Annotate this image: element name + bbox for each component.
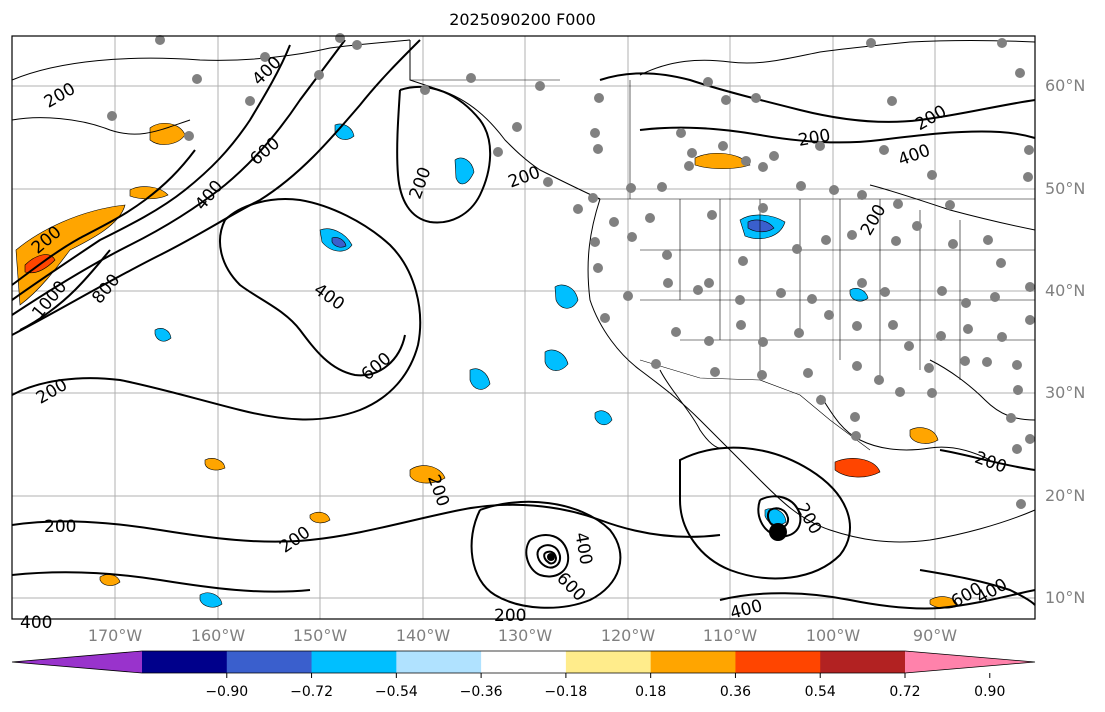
colorbar-tick-label: −0.72 bbox=[290, 684, 333, 700]
colorbar-tick-label: 0.72 bbox=[889, 684, 921, 700]
colorbar bbox=[11, 650, 1036, 678]
colorbar-tick-label: 0.18 bbox=[635, 684, 667, 700]
lat-label: 60°N bbox=[1045, 76, 1086, 95]
cyclone-center-marker bbox=[769, 523, 787, 541]
lon-label: 140°W bbox=[395, 626, 451, 645]
colorbar-segment bbox=[565, 651, 652, 673]
colorbar-segment bbox=[481, 651, 567, 673]
lon-label: 170°W bbox=[87, 626, 143, 645]
filled-field-patches bbox=[15, 122, 959, 609]
contour-label: 200 bbox=[494, 606, 526, 626]
colorbar-tick-label: −0.90 bbox=[205, 684, 249, 700]
station-markers bbox=[107, 33, 1035, 509]
lon-label: 130°W bbox=[497, 626, 553, 645]
lon-label: 160°W bbox=[190, 626, 246, 645]
lon-label: 120°W bbox=[600, 626, 656, 645]
cyclone-center-marker bbox=[547, 553, 555, 561]
contour-lines bbox=[11, 39, 1036, 610]
colorbar-tick-label: −0.54 bbox=[374, 684, 418, 700]
colorbar-tick-label: −0.18 bbox=[544, 684, 588, 700]
lat-label: 40°N bbox=[1045, 281, 1086, 300]
colorbar-extend-low bbox=[12, 651, 142, 673]
colorbar-tick-label: 0.54 bbox=[804, 684, 836, 700]
lon-label: 110°W bbox=[702, 626, 758, 645]
colorbar-outline bbox=[11, 650, 1036, 674]
colorbar-segment bbox=[311, 651, 397, 673]
map-title: 2025090200 F000 bbox=[449, 10, 596, 29]
colorbar-segment bbox=[735, 651, 821, 673]
map-frame bbox=[11, 35, 1036, 620]
colorbar-tick-label: −0.36 bbox=[459, 684, 503, 700]
lon-label: 90°W bbox=[912, 626, 958, 645]
contour-label: 200 bbox=[44, 517, 76, 537]
lat-label: 20°N bbox=[1045, 486, 1086, 505]
lat-label: 10°N bbox=[1045, 588, 1086, 607]
colorbar-tick-label: 0.36 bbox=[719, 684, 752, 700]
lat-label: 50°N bbox=[1045, 179, 1086, 198]
colorbar-tick-label: 0.90 bbox=[974, 684, 1006, 700]
colorbar-segment bbox=[650, 651, 736, 673]
lon-label: 150°W bbox=[292, 626, 348, 645]
lat-label: 30°N bbox=[1045, 383, 1086, 402]
lon-label: 100°W bbox=[805, 626, 861, 645]
contour-label: 400 bbox=[20, 613, 52, 633]
colorbar-segment bbox=[396, 651, 482, 673]
colorbar-segment bbox=[142, 651, 228, 673]
colorbar-segment bbox=[820, 651, 906, 673]
colorbar-segment bbox=[226, 651, 313, 673]
colorbar-extend-high bbox=[905, 651, 1035, 673]
